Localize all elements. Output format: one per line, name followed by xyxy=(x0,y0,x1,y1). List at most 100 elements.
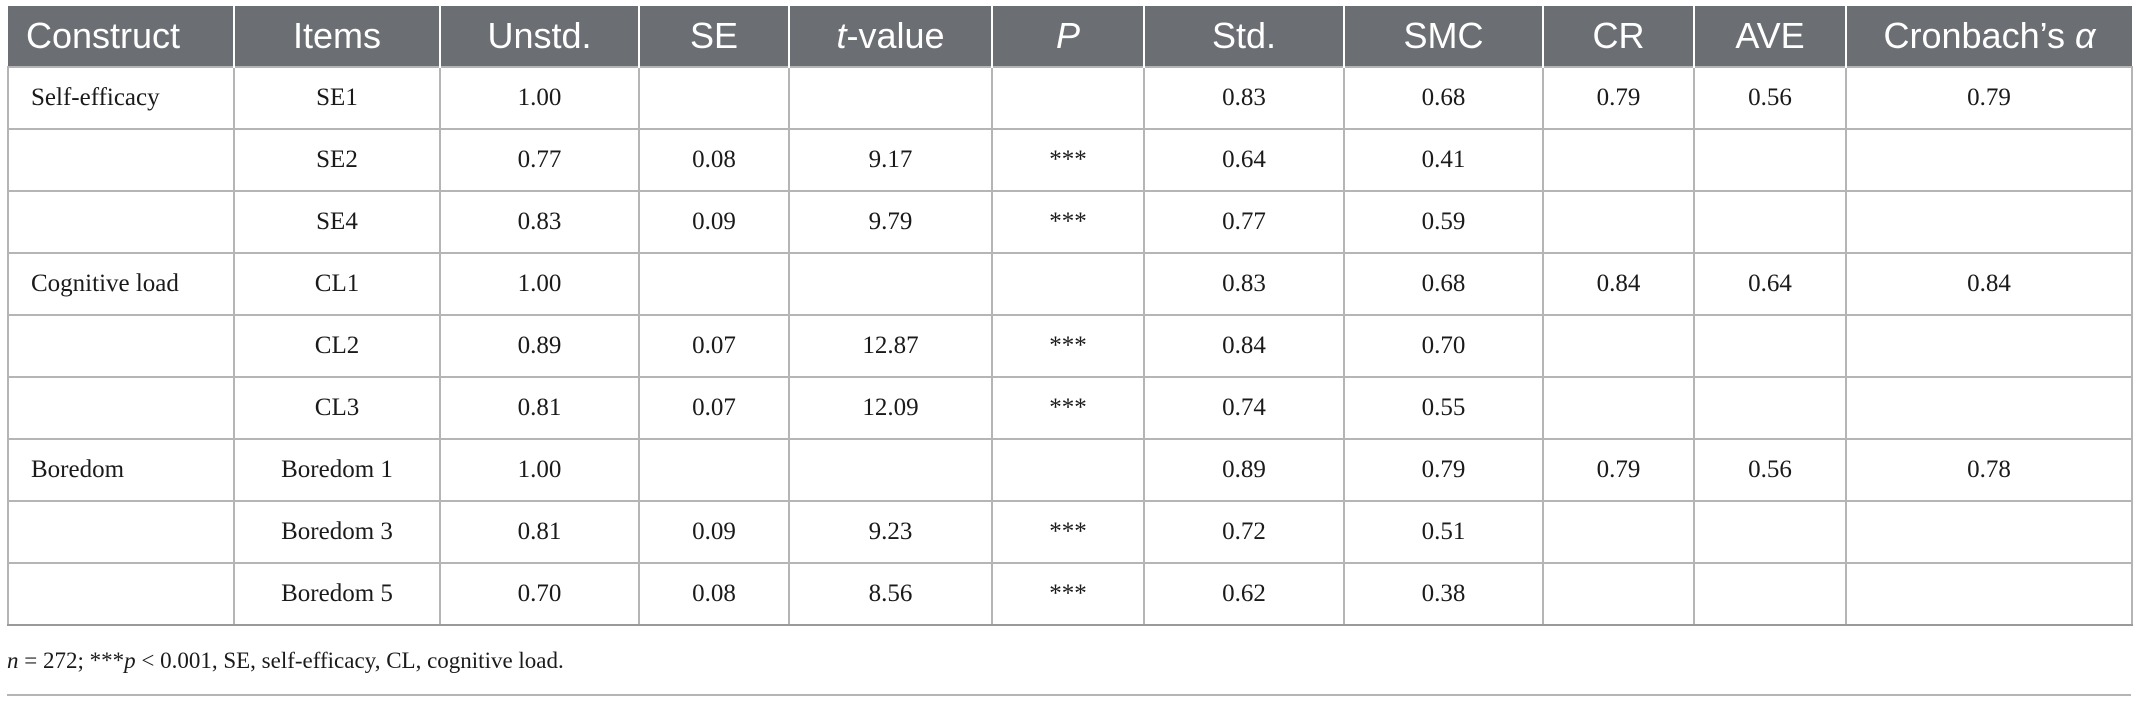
cell-p xyxy=(991,252,1145,316)
cell-t: 9.17 xyxy=(788,128,993,192)
cell-p: *** xyxy=(991,190,1145,254)
cell-t xyxy=(788,252,993,316)
cell-se xyxy=(638,252,790,316)
cell-cr xyxy=(1542,128,1695,192)
cell-construct xyxy=(7,314,235,378)
cell-ave xyxy=(1693,190,1847,254)
cell-alpha: 0.78 xyxy=(1845,438,2133,502)
cell-smc: 0.68 xyxy=(1343,66,1544,130)
cell-t: 8.56 xyxy=(788,562,993,626)
footnote-p: p xyxy=(124,648,136,673)
cell-unstd: 0.81 xyxy=(439,500,640,564)
cell-t: 12.87 xyxy=(788,314,993,378)
cell-std: 0.83 xyxy=(1143,66,1345,130)
cell-std: 0.74 xyxy=(1143,376,1345,440)
cell-alpha: 0.84 xyxy=(1845,252,2133,316)
cell-se xyxy=(638,438,790,502)
header-t-rest: -value xyxy=(846,15,945,56)
cell-se: 0.07 xyxy=(638,376,790,440)
cell-ave: 0.56 xyxy=(1693,438,1847,502)
table-row: Boredom 3 0.81 0.09 9.23 *** 0.72 0.51 xyxy=(7,500,2133,564)
header-cr: CR xyxy=(1543,6,1695,67)
header-t-italic: t xyxy=(836,15,847,56)
cell-alpha xyxy=(1845,562,2133,626)
cell-smc: 0.38 xyxy=(1343,562,1544,626)
cell-item: CL1 xyxy=(233,252,441,316)
cell-construct xyxy=(7,376,235,440)
cell-item: Boredom 3 xyxy=(233,500,441,564)
cell-p: *** xyxy=(991,500,1145,564)
cell-se: 0.07 xyxy=(638,314,790,378)
cell-alpha xyxy=(1845,190,2133,254)
cell-unstd: 1.00 xyxy=(439,66,640,130)
cell-se: 0.08 xyxy=(638,128,790,192)
cell-smc: 0.79 xyxy=(1343,438,1544,502)
cfa-results-table: Construct Items Unstd. SE t-value P Std.… xyxy=(7,6,2133,626)
cell-construct xyxy=(7,190,235,254)
header-items: Items xyxy=(234,6,441,67)
cell-ave xyxy=(1693,376,1847,440)
header-ave: AVE xyxy=(1694,6,1847,67)
cell-se: 0.09 xyxy=(638,190,790,254)
table-row: Cognitive load CL1 1.00 0.83 0.68 0.84 0.64 0.8… xyxy=(7,252,2133,316)
cell-cr xyxy=(1542,314,1695,378)
table-footnote: n = 272; ***p < 0.001, SE, self-efficacy… xyxy=(7,648,564,674)
cell-smc: 0.55 xyxy=(1343,376,1544,440)
cell-cr: 0.79 xyxy=(1542,438,1695,502)
cell-t: 9.79 xyxy=(788,190,993,254)
cell-construct: Cognitive load xyxy=(7,252,235,316)
cell-alpha xyxy=(1845,376,2133,440)
header-row: Construct Items Unstd. SE t-value P Std.… xyxy=(8,6,2132,67)
cell-unstd: 1.00 xyxy=(439,438,640,502)
cell-item: Boredom 5 xyxy=(233,562,441,626)
cell-std: 0.83 xyxy=(1143,252,1345,316)
cell-construct xyxy=(7,500,235,564)
cell-unstd: 0.89 xyxy=(439,314,640,378)
cell-smc: 0.51 xyxy=(1343,500,1544,564)
cell-construct: Self-efficacy xyxy=(7,66,235,130)
cell-p: *** xyxy=(991,128,1145,192)
footnote-part1: = 272; *** xyxy=(18,648,125,673)
header-p-italic: P xyxy=(1055,15,1080,56)
cell-construct xyxy=(7,128,235,192)
cell-p: *** xyxy=(991,562,1145,626)
cell-se: 0.08 xyxy=(638,562,790,626)
cell-alpha xyxy=(1845,128,2133,192)
cell-p xyxy=(991,438,1145,502)
cell-item: Boredom 1 xyxy=(233,438,441,502)
cell-std: 0.64 xyxy=(1143,128,1345,192)
cell-ave: 0.56 xyxy=(1693,66,1847,130)
cell-smc: 0.70 xyxy=(1343,314,1544,378)
cell-t: 12.09 xyxy=(788,376,993,440)
cell-item: CL3 xyxy=(233,376,441,440)
cell-cr xyxy=(1542,500,1695,564)
table-row: Boredom Boredom 1 1.00 0.89 0.79 0.79 0.56 0.78 xyxy=(7,438,2133,502)
cell-ave xyxy=(1693,500,1847,564)
results-table-container: Construct Items Unstd. SE t-value P Std.… xyxy=(7,6,2133,626)
table-row: SE2 0.77 0.08 9.17 *** 0.64 0.41 xyxy=(7,128,2133,192)
cell-p: *** xyxy=(991,376,1145,440)
cell-p xyxy=(991,66,1145,130)
cell-std: 0.84 xyxy=(1143,314,1345,378)
cell-alpha: 0.79 xyxy=(1845,66,2133,130)
cell-item: CL2 xyxy=(233,314,441,378)
cell-unstd: 0.77 xyxy=(439,128,640,192)
header-cronbach-alpha: Cronbach’s α xyxy=(1846,6,2132,67)
header-alpha-text: Cronbach’s xyxy=(1883,15,2075,56)
cell-item: SE4 xyxy=(233,190,441,254)
cell-smc: 0.41 xyxy=(1343,128,1544,192)
header-unstd: Unstd. xyxy=(440,6,640,67)
cell-unstd: 0.83 xyxy=(439,190,640,254)
table-row: Boredom 5 0.70 0.08 8.56 *** 0.62 0.38 xyxy=(7,562,2133,626)
header-std: Std. xyxy=(1144,6,1345,67)
cell-cr: 0.79 xyxy=(1542,66,1695,130)
cell-unstd: 0.81 xyxy=(439,376,640,440)
cell-se: 0.09 xyxy=(638,500,790,564)
cell-item: SE2 xyxy=(233,128,441,192)
cell-unstd: 1.00 xyxy=(439,252,640,316)
cell-p: *** xyxy=(991,314,1145,378)
header-alpha-symbol: α xyxy=(2074,15,2096,56)
table-row: CL3 0.81 0.07 12.09 *** 0.74 0.55 xyxy=(7,376,2133,440)
cell-cr xyxy=(1542,190,1695,254)
bottom-rule xyxy=(7,694,2131,696)
